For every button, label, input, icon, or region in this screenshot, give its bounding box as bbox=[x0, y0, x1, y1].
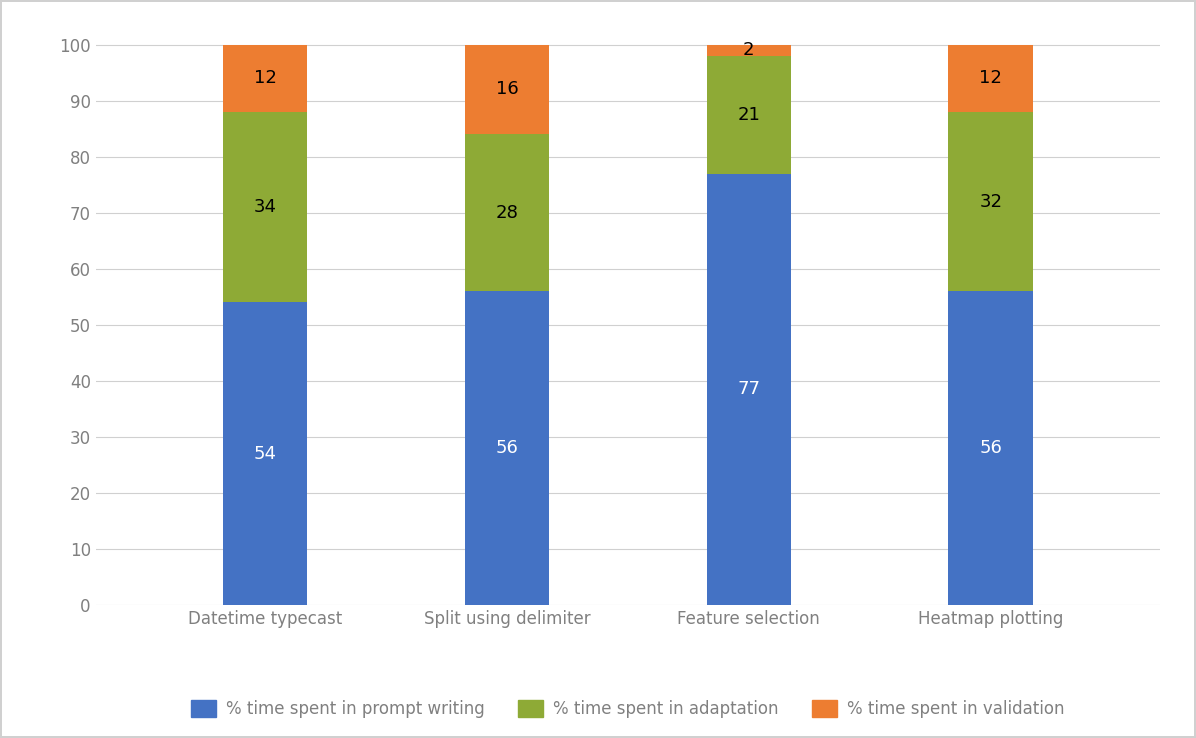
Bar bbox=[222, 44, 307, 112]
Text: 32: 32 bbox=[980, 193, 1002, 210]
Text: 56: 56 bbox=[495, 439, 518, 458]
Bar bbox=[464, 134, 549, 292]
Text: 28: 28 bbox=[495, 204, 518, 221]
Bar bbox=[464, 44, 549, 134]
Text: 56: 56 bbox=[980, 439, 1002, 458]
Bar bbox=[222, 303, 307, 605]
Bar bbox=[948, 44, 1033, 112]
Bar bbox=[707, 173, 792, 605]
Bar bbox=[464, 292, 549, 605]
Text: 77: 77 bbox=[738, 380, 761, 399]
Text: 12: 12 bbox=[980, 69, 1002, 87]
Text: 2: 2 bbox=[743, 41, 755, 59]
Text: 54: 54 bbox=[254, 445, 276, 463]
Bar bbox=[222, 112, 307, 303]
Text: 34: 34 bbox=[254, 198, 276, 216]
Text: 16: 16 bbox=[495, 80, 518, 98]
Legend: % time spent in prompt writing, % time spent in adaptation, % time spent in vali: % time spent in prompt writing, % time s… bbox=[184, 694, 1072, 725]
Text: 12: 12 bbox=[254, 69, 276, 87]
Bar bbox=[948, 292, 1033, 605]
Bar bbox=[707, 56, 792, 173]
Bar bbox=[707, 44, 792, 56]
Text: 21: 21 bbox=[738, 106, 761, 124]
Bar bbox=[948, 112, 1033, 292]
